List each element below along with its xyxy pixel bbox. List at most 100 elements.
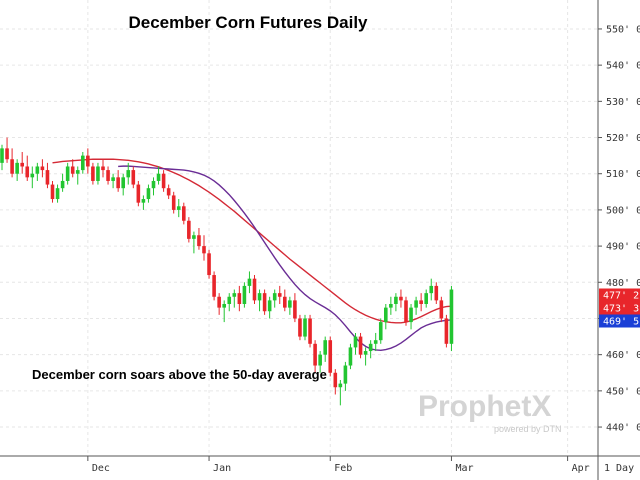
candle [146, 184, 151, 203]
candle-body [404, 300, 408, 323]
candle-body [439, 300, 444, 319]
candle-body [106, 170, 110, 181]
candle-body [449, 289, 454, 344]
x-axis-ticks: Dec Jan Feb Mar Apr [87, 456, 590, 474]
candle [358, 332, 363, 359]
price-tag-label: 477' 2 [603, 291, 639, 302]
candle-body [283, 296, 287, 308]
x-tick-label: Dec [92, 463, 110, 474]
candle [353, 332, 358, 355]
candle [50, 180, 55, 203]
candle-body [353, 336, 358, 348]
candle [303, 314, 307, 341]
candle [368, 340, 373, 359]
candle-body [338, 383, 343, 388]
candle-body [257, 293, 262, 301]
interval-label: 1 Day [604, 463, 634, 474]
candle [429, 278, 434, 301]
candle [0, 144, 4, 171]
x-tick-label: Mar [455, 463, 473, 474]
candle [5, 137, 9, 163]
candle-body [116, 177, 120, 189]
candle-body [222, 304, 226, 308]
candle-body [293, 300, 297, 319]
candle [197, 228, 201, 250]
candle [272, 289, 277, 308]
price-tags: 477' 2 473' 3 469' 5 [599, 288, 640, 328]
candle [247, 271, 252, 294]
moving-average-line-2 [118, 165, 452, 352]
candle-body [409, 307, 413, 323]
price-tag [599, 301, 640, 315]
price-tag [599, 314, 640, 328]
y-tick-label: 520' 0 [606, 133, 640, 144]
candle-body [318, 354, 322, 366]
candle-body [288, 300, 292, 308]
candle-body [444, 318, 449, 344]
candle [96, 162, 100, 185]
candle-body [429, 285, 434, 294]
candle [91, 162, 95, 185]
candle-body [55, 188, 60, 200]
candle [111, 173, 115, 189]
candle-body [267, 300, 272, 312]
candle-body [35, 166, 40, 174]
candle-body [378, 322, 383, 341]
candle [308, 314, 312, 348]
candle-body [50, 184, 55, 200]
candle-body [70, 166, 75, 174]
x-tick-label: Feb [334, 463, 352, 474]
candle-body [207, 253, 211, 276]
candle-body [40, 166, 45, 171]
candle-body [121, 177, 125, 189]
candle [20, 152, 24, 174]
candle [202, 235, 206, 261]
candle-body [192, 235, 196, 239]
y-axis-panel [598, 0, 640, 480]
candle [389, 296, 393, 315]
candle [414, 296, 418, 315]
candle-body [166, 188, 171, 196]
candle-body [20, 162, 24, 167]
candle-body [111, 177, 115, 181]
candle [161, 170, 166, 192]
candle [121, 173, 125, 196]
candle [424, 289, 428, 308]
candle [384, 304, 388, 330]
candlesticks [0, 137, 454, 406]
candle-body [10, 159, 14, 174]
candle [323, 336, 327, 362]
moving-average-line-1 [52, 158, 452, 324]
y-tick-label: 510' 0 [606, 169, 640, 180]
candle [378, 318, 383, 344]
candle-body [86, 155, 90, 167]
candle-body [384, 307, 388, 323]
candle-body [156, 173, 161, 181]
candle [328, 336, 333, 377]
candle-body [151, 180, 156, 189]
candle-body [313, 343, 317, 366]
candle [298, 314, 302, 341]
candle-body [419, 300, 423, 304]
candle [262, 289, 267, 315]
candle [363, 347, 368, 366]
candle [267, 296, 272, 319]
candle-body [0, 148, 4, 163]
candle [116, 170, 120, 192]
candle-body [368, 343, 373, 352]
candle-body [15, 162, 19, 174]
candle [25, 155, 30, 181]
price-tag-label: 469' 5 [603, 317, 639, 328]
candle-body [30, 173, 35, 178]
candle [252, 275, 257, 304]
y-tick-label: 530' 0 [606, 97, 640, 108]
y-tick-label: 460' 0 [606, 350, 640, 361]
candle-body [252, 278, 257, 301]
y-tick-label: 550' 0 [606, 24, 640, 35]
candle [343, 361, 348, 391]
x-tick-label: Apr [572, 463, 590, 474]
candle-body [212, 275, 216, 297]
candle-body [237, 293, 242, 304]
